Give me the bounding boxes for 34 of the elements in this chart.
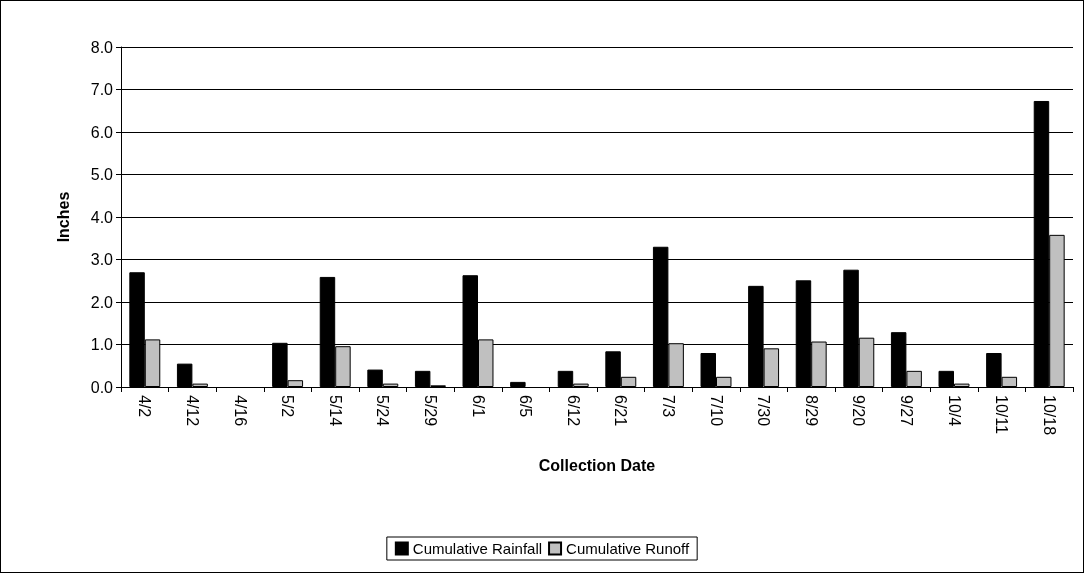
x-tick-label: 4/12	[183, 395, 201, 427]
y-tick-label: 8.0	[90, 38, 114, 56]
y-tick-label: 2.0	[90, 293, 114, 311]
legend-label: Cumulative Rainfall	[412, 540, 543, 557]
x-tick-label: 5/14	[326, 395, 344, 427]
x-tick-label: 5/2	[279, 395, 297, 418]
bar	[510, 381, 526, 387]
x-tick-label: 6/12	[564, 395, 582, 427]
y-tick-label: 1.0	[90, 336, 114, 353]
y-tick-label: 3.0	[90, 251, 114, 268]
x-tick-label: 5/29	[421, 395, 439, 427]
x-tick-label: 9/20	[850, 395, 868, 427]
legend-label: Cumulative Runoff	[566, 540, 690, 557]
x-tick-label: 10/4	[945, 395, 963, 427]
x-tick-label: 6/21	[612, 395, 630, 427]
x-tick-label: 6/5	[517, 395, 535, 418]
y-axis-title: Inches	[54, 191, 72, 243]
x-tick-label: 4/16	[231, 395, 249, 427]
y-tick-label: 4.0	[90, 208, 114, 226]
x-tick-label: 9/27	[897, 395, 915, 427]
x-tick-label: 4/2	[136, 395, 154, 418]
x-tick-label: 7/10	[707, 395, 725, 427]
x-tick-label: 8/29	[802, 395, 820, 427]
x-tick-label: 10/18	[1040, 395, 1058, 436]
x-tick-label: 6/1	[469, 395, 487, 418]
x-tick-label: 10/11	[993, 395, 1011, 434]
x-axis-title: Collection Date	[538, 456, 656, 474]
x-tick-label: 7/3	[659, 395, 677, 418]
y-tick-label: 7.0	[90, 81, 114, 98]
y-tick-label: 0.0	[90, 378, 114, 396]
x-tick-label: 5/24	[374, 395, 392, 427]
x-tick-label: 7/30	[755, 395, 773, 427]
y-tick-label: 6.0	[90, 123, 114, 141]
y-tick-label: 5.0	[90, 166, 114, 183]
